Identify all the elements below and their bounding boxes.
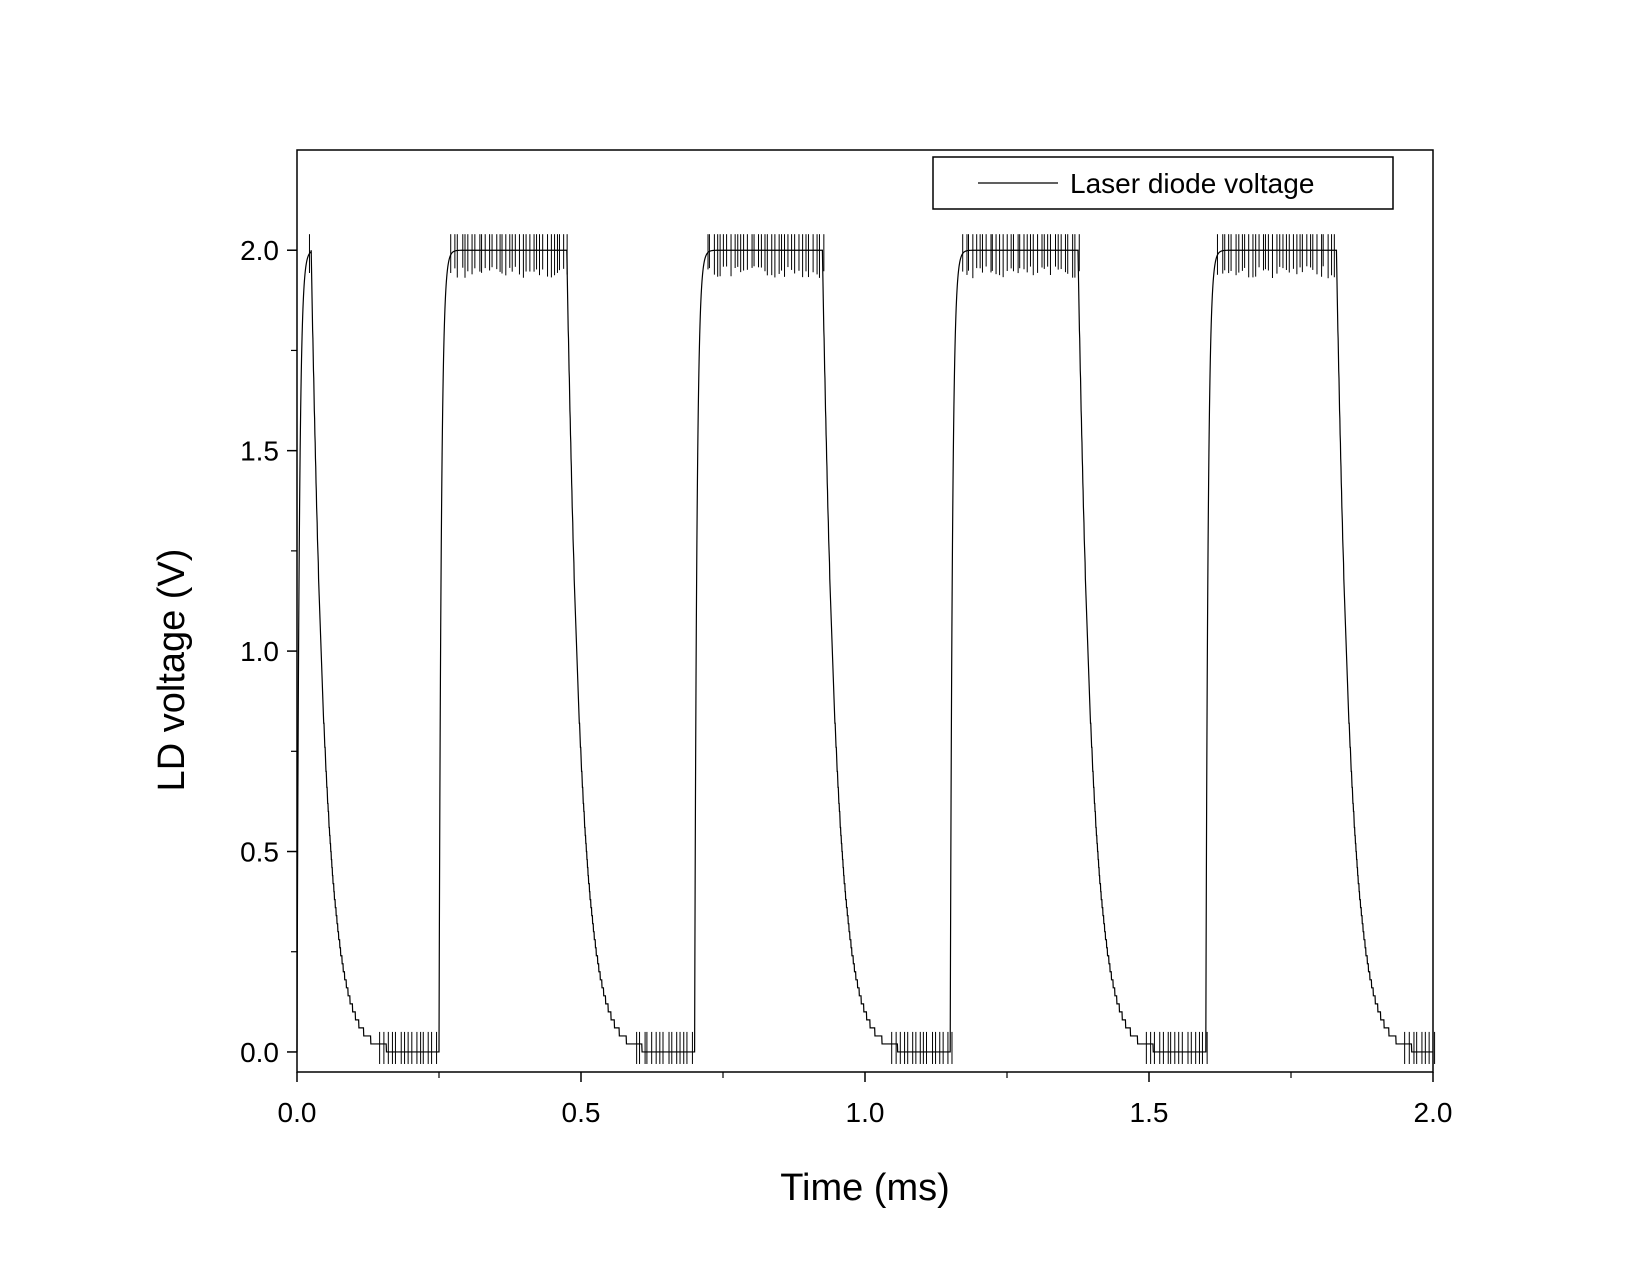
legend-label: Laser diode voltage xyxy=(1070,168,1314,199)
y-axis: 0.0 0.5 1.0 1.5 2.0 xyxy=(240,235,297,1068)
x-axis: 0.0 0.5 1.0 1.5 2.0 xyxy=(278,1072,1453,1128)
y-tick-label: 1.5 xyxy=(240,436,279,467)
x-tick-label: 1.0 xyxy=(846,1097,885,1128)
noise-ticks xyxy=(308,234,1436,1064)
series-line-laser-diode-voltage xyxy=(296,249,1433,1053)
x-tick-label: 0.0 xyxy=(278,1097,317,1128)
x-axis-title: Time (ms) xyxy=(780,1167,950,1209)
x-tick-label: 1.5 xyxy=(1130,1097,1169,1128)
y-tick-label: 0.5 xyxy=(240,837,279,868)
x-tick-label: 2.0 xyxy=(1414,1097,1453,1128)
y-tick-label: 2.0 xyxy=(240,235,279,266)
plot-frame xyxy=(296,149,1434,1073)
legend: Laser diode voltage xyxy=(932,156,1394,210)
x-tick-label: 0.5 xyxy=(562,1097,601,1128)
y-axis-title: LD voltage (V) xyxy=(151,549,193,792)
y-tick-label: 1.0 xyxy=(240,636,279,667)
y-tick-label: 0.0 xyxy=(240,1037,279,1068)
